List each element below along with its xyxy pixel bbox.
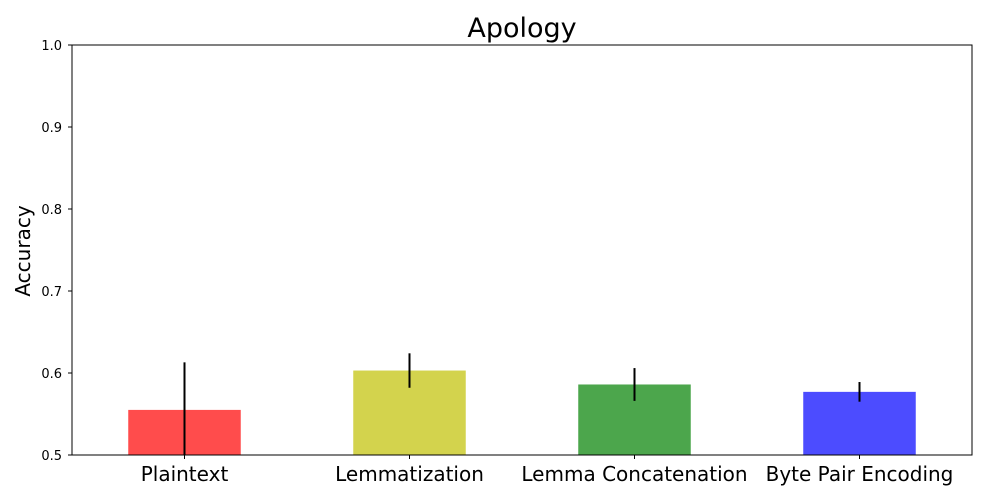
y-tick-label-0: 0.5 [41, 449, 62, 464]
x-tick-label-3: Byte Pair Encoding [766, 462, 954, 486]
x-ticks-layer: Plaintext Lemmatization Lemma Concatenatio… [141, 455, 954, 486]
y-axis-label: Accuracy [11, 205, 35, 296]
bars-layer [128, 370, 916, 455]
y-tick-label-4: 0.9 [41, 121, 62, 136]
error-bars-layer [183, 353, 861, 455]
chart-title: Apology [467, 13, 576, 44]
x-tick-label-0: Plaintext [141, 462, 229, 486]
x-tick-label-2: Lemma Concatenation [521, 462, 747, 486]
y-tick-label-2: 0.7 [41, 285, 62, 300]
y-tick-label-5: 1.0 [41, 39, 62, 54]
plot-frame [71, 44, 973, 456]
y-ticks-layer: 0.5 0.6 0.7 0.8 0.9 1.0 [41, 39, 72, 464]
bar-3 [803, 391, 916, 455]
x-tick-label-1: Lemmatization [335, 462, 484, 486]
y-tick-label-3: 0.8 [41, 203, 62, 218]
y-tick-label-1: 0.6 [41, 367, 62, 382]
